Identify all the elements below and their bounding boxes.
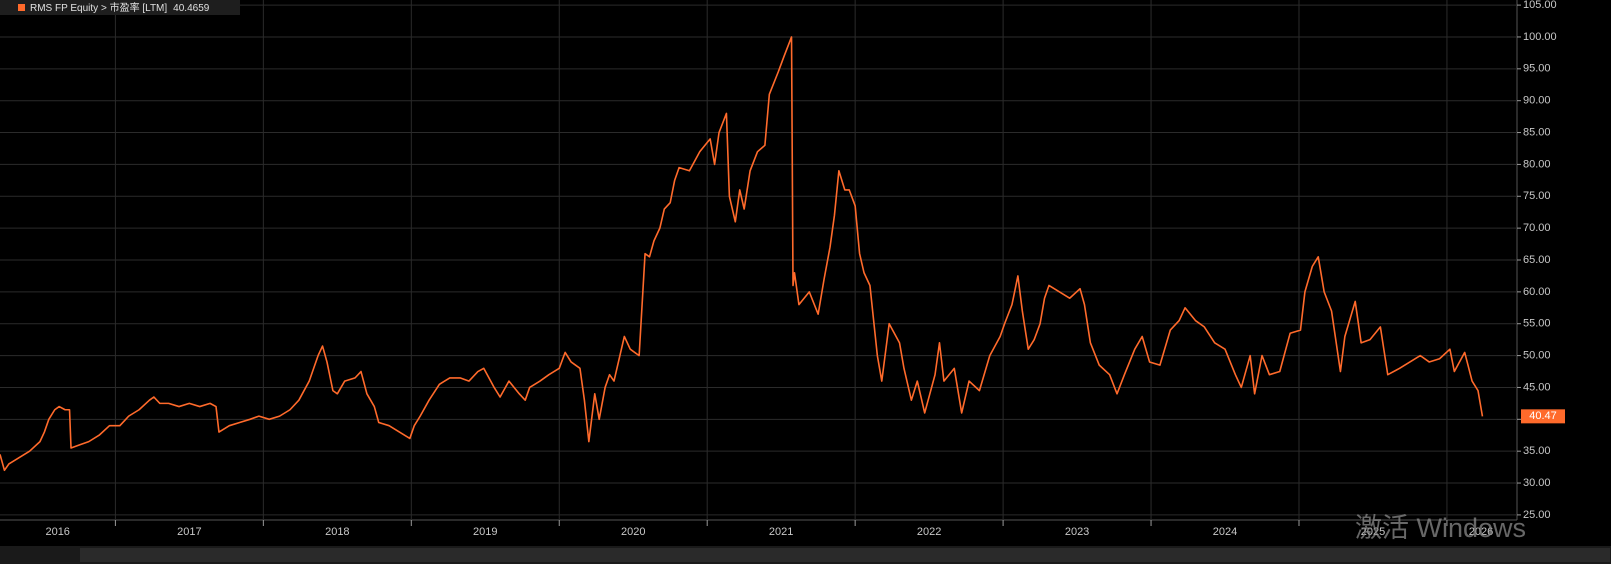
scroll-thumb	[80, 548, 1610, 562]
x-tick-label: 2017	[177, 526, 201, 538]
legend-name: RMS FP Equity > 市盈率 [LTM]	[30, 1, 167, 14]
legend-background	[0, 0, 240, 15]
x-tick-label: 2024	[1213, 526, 1237, 538]
watermark: 激活 Windows	[1355, 513, 1526, 543]
y-tick-label: 55.00	[1523, 318, 1551, 330]
x-tick-label: 2019	[473, 526, 497, 538]
legend-last-value: 40.4659	[173, 3, 210, 14]
last-value-label: 40.47	[1529, 410, 1557, 422]
y-tick-label: 80.00	[1523, 158, 1551, 170]
last-value-box	[1521, 409, 1565, 424]
y-tick-label: 30.00	[1523, 477, 1551, 489]
y-tick-label: 60.00	[1523, 286, 1551, 298]
y-tick-label: 25.00	[1523, 509, 1551, 521]
x-tick-label: 2021	[769, 526, 793, 538]
legend-text: RMS FP Equity > 市盈率 [LTM] 40.4659	[30, 1, 210, 14]
y-tick-label: 95.00	[1523, 63, 1551, 75]
x-tick-label: 2026	[1469, 526, 1493, 538]
x-tick-label: 2020	[621, 526, 645, 538]
y-tick-label: 35.00	[1523, 445, 1551, 457]
y-tick-label: 70.00	[1523, 222, 1551, 234]
y-tick-label: 65.00	[1523, 254, 1551, 266]
y-tick-label: 75.00	[1523, 190, 1551, 202]
y-tick-label: 100.00	[1523, 31, 1557, 43]
x-tick-label: 2018	[325, 526, 349, 538]
y-tick-label: 90.00	[1523, 95, 1551, 107]
x-tick-label: 2016	[45, 526, 69, 538]
legend-swatch	[18, 4, 25, 11]
y-tick-label: 85.00	[1523, 126, 1551, 138]
y-tick-label: 105.00	[1523, 0, 1557, 11]
series-line	[0, 36, 1484, 472]
x-tick-label: 2023	[1065, 526, 1089, 538]
y-tick-label: 50.00	[1523, 349, 1551, 361]
x-tick-label: 2025	[1361, 526, 1385, 538]
y-tick-label: 45.00	[1523, 381, 1551, 393]
x-tick-label: 2022	[917, 526, 941, 538]
